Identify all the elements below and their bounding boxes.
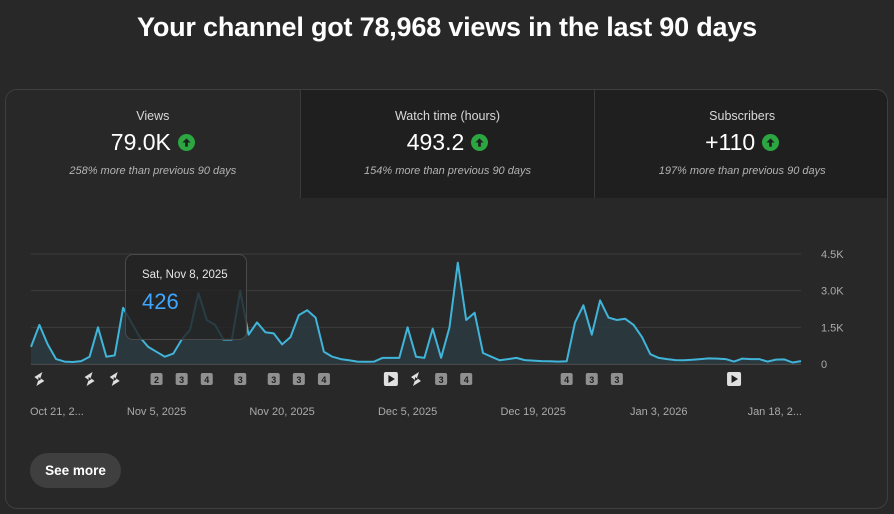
- upload-count-label: 3: [439, 375, 444, 385]
- shorts-play-icon: [88, 377, 92, 381]
- upload-count-label: 4: [564, 375, 569, 385]
- chart-tooltip: Sat, Nov 8, 2025 426: [125, 254, 247, 340]
- views-line: [30, 261, 802, 364]
- shorts-play-icon: [38, 377, 42, 381]
- x-tick-label: Jan 3, 2026: [630, 406, 688, 418]
- see-more-button[interactable]: See more: [30, 453, 121, 488]
- x-tick-label: Nov 5, 2025: [127, 406, 186, 418]
- x-tick-label: Jan 18, 2...: [748, 406, 802, 418]
- tooltip-value: 426: [142, 289, 179, 314]
- upload-count-label: 4: [464, 375, 469, 385]
- arrow-up-icon: [762, 134, 780, 151]
- upload-count-badge: [200, 373, 213, 385]
- y-tick-label: 3.0K: [821, 286, 844, 298]
- upload-count-badge: [267, 373, 280, 385]
- play-icon: [388, 375, 395, 383]
- upload-count-badge: [150, 373, 163, 385]
- shorts-play-icon: [113, 377, 117, 381]
- metric-label: Views: [136, 109, 170, 123]
- y-tick-label: 4.5K: [821, 249, 844, 261]
- upload-count-label: 3: [589, 375, 594, 385]
- upload-count-label: 4: [204, 375, 209, 385]
- metric-value: 493.2: [406, 129, 465, 155]
- metric-tab-watch-time[interactable]: Watch time (hours) 493.2 154% more than …: [299, 90, 595, 198]
- arrow-up-icon: [177, 134, 195, 151]
- metric-value: 79.0K: [110, 129, 171, 155]
- upload-count-badge: [435, 373, 448, 385]
- tooltip-date: Sat, Nov 8, 2025: [142, 269, 228, 281]
- upload-count-badge: [610, 373, 623, 385]
- upload-count-label: 3: [614, 375, 619, 385]
- upload-count-badge: [585, 373, 598, 385]
- y-tick-label: 1.5K: [821, 322, 844, 334]
- arrow-up-icon: [471, 134, 489, 151]
- page-headline: Your channel got 78,968 views in the las…: [137, 12, 757, 42]
- metric-tab-subscribers[interactable]: Subscribers +110 197% more than previous…: [594, 90, 887, 198]
- upload-count-label: 3: [179, 375, 184, 385]
- play-icon: [731, 375, 739, 383]
- y-tick-label: 0: [821, 359, 827, 371]
- shorts-play-icon: [415, 377, 418, 381]
- x-tick-label: Dec 5, 2025: [378, 406, 437, 418]
- metric-comparison: 154% more than previous 90 days: [364, 165, 531, 177]
- x-tick-label: Dec 19, 2025: [500, 406, 565, 418]
- upload-count-badge: [175, 373, 188, 385]
- upload-count-label: 4: [321, 375, 326, 385]
- views-area: [31, 262, 801, 364]
- upload-count-label: 2: [154, 375, 159, 385]
- upload-count-badge: [234, 373, 247, 385]
- metric-value: +110: [705, 129, 756, 155]
- x-tick-label: Nov 20, 2025: [249, 406, 314, 418]
- upload-count-badge: [460, 373, 473, 385]
- upload-count-badge: [560, 373, 573, 385]
- upload-count-badge: [317, 373, 330, 385]
- metric-tab-views[interactable]: Views 79.0K 258% more than previous 90 d…: [6, 90, 300, 198]
- analytics-card: Views 79.0K 258% more than previous 90 d…: [5, 89, 888, 509]
- x-tick-label: Oct 21, 2...: [30, 406, 84, 418]
- upload-count-label: 3: [296, 375, 301, 385]
- metric-label: Watch time (hours): [394, 109, 501, 123]
- metric-comparison: 197% more than previous 90 days: [658, 165, 826, 177]
- metric-label: Subscribers: [709, 109, 776, 123]
- metric-comparison: 258% more than previous 90 days: [69, 165, 237, 177]
- metric-tabs: Views 79.0K 258% more than previous 90 d…: [6, 90, 887, 198]
- upload-count-label: 3: [238, 375, 243, 385]
- upload-count-label: 3: [271, 375, 276, 385]
- upload-count-badge: [292, 373, 305, 385]
